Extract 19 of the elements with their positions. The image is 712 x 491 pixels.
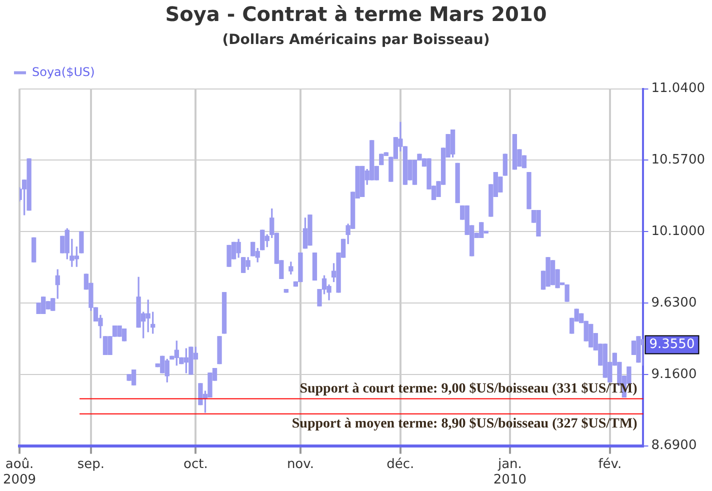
y-tick-label: 11.0400 [651,81,706,96]
y-tick-label: 10.1000 [651,224,706,239]
chart-title: Soya - Contrat à terme Mars 2010 [165,2,547,26]
ref-line-label: Support à moyen terme: 8,90 $US/boisseau (327 $US/TM) [292,416,638,432]
ref-line-label: Support à court terme: 9,00 $US/boisseau (331 $US/TM) [300,381,638,396]
y-tick-label: 8.6900 [651,438,697,454]
y-tick-label: 9.6300 [651,295,697,310]
x-tick-label: nov. [286,456,314,472]
x-tick-label: fév. [598,456,622,472]
chart-subtitle: (Dollars Américains par Boisseau) [222,32,490,48]
legend-label: Soya($US) [32,64,95,79]
x-tick-label: oct. [184,456,208,472]
y-tick-label: 9.1600 [651,366,697,382]
x-tick-label: sep. [77,456,105,472]
y-tick-label: 10.5700 [651,152,706,168]
text: 9.3550 [649,337,695,352]
x-tick-label: jan. 2010 [493,456,526,488]
x-tick-label: déc. [386,456,414,472]
x-tick-label: aoû. 2009 [2,456,36,488]
